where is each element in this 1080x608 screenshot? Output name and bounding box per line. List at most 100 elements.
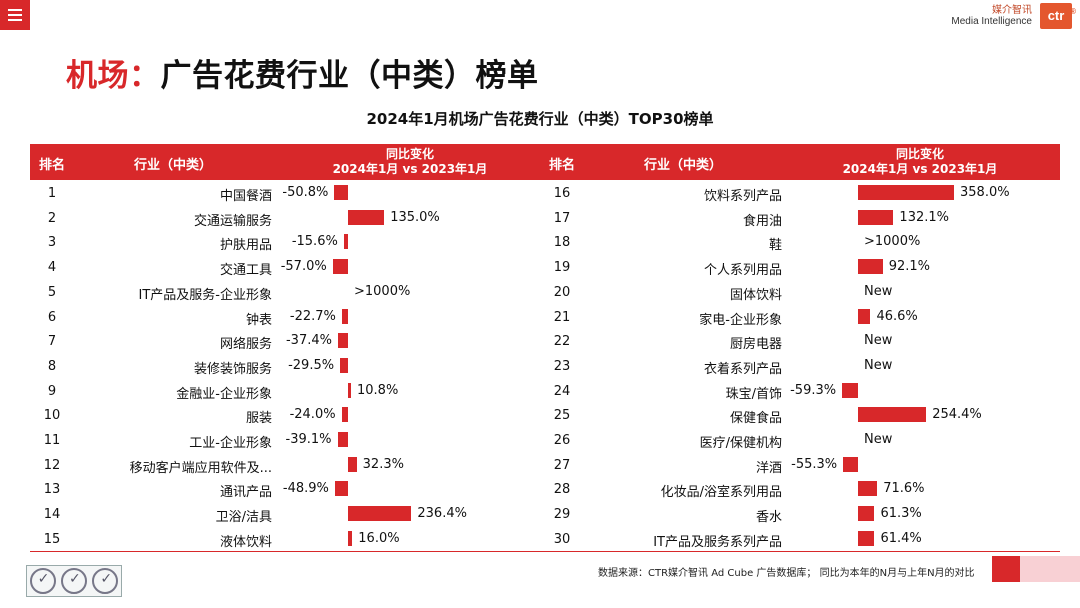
change-label: New [864, 432, 893, 447]
table-row: 6 钟表 -22.7% [30, 305, 550, 330]
industry-cell: 工业-企业形象 [189, 436, 272, 451]
table-body: 16 饮料系列产品 358.0% 17 食用油 132.1% 18 鞋 >1000% 19 个人系列… [540, 180, 1060, 552]
change-label: 61.4% [880, 530, 922, 546]
change-label: New [864, 357, 893, 373]
rank-cell: 8 [47, 358, 57, 374]
table-row: 21 家电-企业形象 46.6% [540, 305, 1060, 330]
industry-cell: 香水 [755, 510, 782, 526]
table-row: 9 金融业-企业形象 10.8% [30, 379, 550, 404]
industry-cell: 交通运输服务 [193, 213, 272, 229]
change-bar [348, 530, 353, 546]
page-title-rest: 广告花费行业（中类）榜单 [160, 58, 539, 94]
rank-cell: 4 [47, 260, 57, 276]
brand-en: Media Intelligence [951, 16, 1032, 27]
change-bar [348, 506, 412, 522]
change-bar [341, 407, 348, 423]
industry-cell: 固体饮料 [729, 287, 782, 303]
change-label: 132.1% [899, 209, 949, 225]
rank-cell: 28 [553, 482, 571, 498]
change-label: -57.0% [280, 259, 327, 275]
change-label: -22.7% [289, 308, 336, 324]
rank-cell: 20 [553, 284, 571, 300]
table-row: 25 保健食品 254.4% [540, 403, 1060, 428]
change-label: 254.4% [932, 407, 982, 423]
header-rank: 排名 [549, 158, 576, 173]
industry-cell: 家电-企业形象 [699, 312, 782, 328]
change-label: 135.0% [390, 209, 440, 225]
industry-cell: 液体饮料 [219, 534, 272, 550]
rank-cell: 3 [47, 235, 57, 251]
table-row: 18 鞋 >1000% [540, 230, 1060, 255]
industry-cell: 移动客户端应用软件及... [129, 460, 272, 476]
industry-cell: 洋酒 [755, 460, 782, 476]
rank-cell: 16 [553, 186, 571, 201]
rank-cell: 10 [43, 408, 61, 424]
hamburger-menu-icon[interactable] [0, 0, 30, 30]
table-row: 16 饮料系列产品 358.0% [540, 181, 1060, 206]
change-label: 61.3% [880, 506, 922, 522]
industry-cell: 交通工具 [219, 263, 272, 279]
sgs-badge-icon [60, 568, 87, 594]
top-bar: 媒介智讯 Media Intelligence ctr ® [0, 0, 1080, 30]
ctr-logo: ctr ® [1040, 3, 1076, 29]
rank-cell: 21 [553, 309, 571, 325]
rank-cell: 15 [43, 531, 61, 547]
change-bar [858, 506, 875, 522]
rank-cell: 18 [553, 235, 571, 251]
industry-cell: 卫浴/洁具 [215, 510, 272, 526]
table-row: 23 衣着系列产品 New [540, 354, 1060, 379]
change-label: 71.6% [883, 481, 925, 497]
change-label: 46.6% [876, 308, 918, 324]
footer-red-block [992, 556, 1020, 582]
data-source-note: 数据来源：CTR媒介智讯 Ad Cube 广告数据库； 同比为本年的N月与上年N… [598, 568, 975, 579]
change-bar [858, 308, 871, 324]
table-row: 2 交通运输服务 135.0% [30, 206, 550, 231]
change-label: New [864, 333, 893, 349]
change-bar [842, 382, 858, 398]
rank-cell: 7 [47, 334, 57, 350]
header-change: 同比变化 2024年1月 vs 2023年1月 [842, 147, 998, 176]
table-body: 1 中国餐酒 -50.8% 2 交通运输服务 135.0% 3 护肤用品 -15.6% 4 交通工具… [30, 180, 550, 552]
rank-cell: 29 [553, 507, 571, 523]
table-row: 28 化妆品/浴室系列用品 71.6% [540, 477, 1060, 502]
rank-cell: 25 [553, 408, 571, 424]
change-bar [348, 456, 357, 472]
rank-cell: 30 [553, 531, 571, 547]
ranking-table-left: 排名 行业（中类） 同比变化 2024年1月 vs 2023年1月 1 中国餐酒 -… [30, 144, 550, 554]
table-row: 7 网络服务 -37.4% [30, 329, 550, 354]
change-bar [343, 234, 348, 250]
rank-cell: 13 [43, 482, 61, 498]
rank-cell: 9 [47, 383, 57, 399]
change-bar [858, 185, 954, 200]
change-bar [341, 308, 348, 324]
header-change: 同比变化 2024年1月 vs 2023年1月 [332, 147, 488, 176]
industry-cell: IT产品及服务系列产品 [653, 534, 782, 550]
rank-cell: 6 [47, 309, 57, 325]
table-row: 17 食用油 132.1% [540, 206, 1060, 231]
change-bar [858, 209, 894, 225]
industry-cell: 医疗/保健机构 [699, 436, 782, 451]
industry-cell: 服装 [245, 411, 272, 427]
page-title: 机场：广告花费行业（中类）榜单 [66, 50, 539, 95]
industry-cell: 中国餐酒 [219, 189, 272, 204]
change-label: -29.5% [288, 357, 335, 373]
sgs-badge-icon [92, 568, 119, 594]
change-bar [334, 185, 348, 200]
industry-cell: 珠宝/首饰 [725, 386, 782, 402]
table-row: 29 香水 61.3% [540, 502, 1060, 527]
rank-cell: 27 [553, 457, 571, 473]
table-row: 19 个人系列用品 92.1% [540, 255, 1060, 280]
table-header: 排名 行业（中类） 同比变化 2024年1月 vs 2023年1月 [540, 144, 1060, 180]
table-row: 10 服装 -24.0% [30, 403, 550, 428]
change-label: -37.4% [285, 333, 332, 349]
table-row: 8 装修装饰服务 -29.5% [30, 354, 550, 379]
table-row: 26 医疗/保健机构 New [540, 428, 1060, 453]
industry-cell: 护肤用品 [219, 238, 272, 254]
header-rank: 排名 [39, 158, 66, 173]
rank-cell: 2 [47, 210, 57, 226]
table-row: 24 珠宝/首饰 -59.3% [540, 379, 1060, 404]
change-label: -48.9% [282, 481, 329, 497]
change-label: -24.0% [289, 407, 336, 423]
table-row: 15 液体饮料 16.0% [30, 527, 550, 552]
chart-title: 2024年1月机场广告花费行业（中类）TOP30榜单 [366, 110, 714, 128]
